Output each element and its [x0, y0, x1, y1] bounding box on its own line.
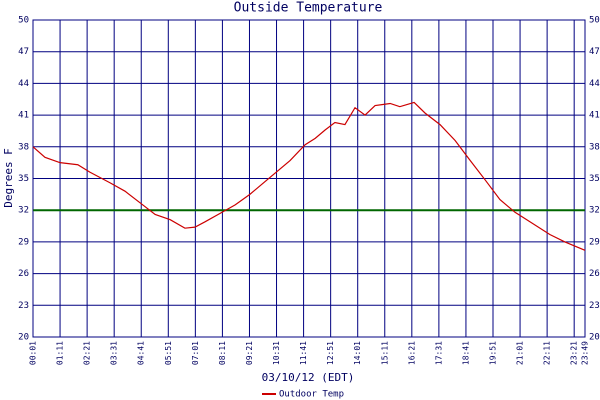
x-tick-label: 04:41	[137, 341, 146, 365]
y-tick-label-right: 32	[589, 206, 600, 216]
x-tick-label: 00:01	[29, 341, 38, 365]
y-tick-label-right: 38	[589, 142, 600, 152]
y-tick-label: 47	[18, 47, 29, 57]
x-tick-label: 05:51	[164, 341, 173, 365]
x-tick-label: 22:11	[543, 341, 552, 365]
y-tick-label: 38	[18, 142, 29, 152]
x-tick-label: 15:11	[380, 341, 389, 365]
x-tick-label: 19:51	[489, 341, 498, 365]
x-tick-label: 03:31	[110, 341, 119, 365]
y-tick-label: 44	[18, 79, 29, 89]
x-tick-label: 23:49	[581, 341, 590, 365]
x-tick-label: 21:01	[516, 341, 525, 365]
y-tick-label: 50	[18, 16, 29, 26]
x-tick-label: 23:21	[570, 341, 579, 365]
y-tick-label-right: 20	[589, 333, 600, 343]
y-tick-label: 20	[18, 333, 29, 343]
y-tick-label: 29	[18, 237, 29, 247]
y-tick-label-right: 44	[589, 79, 600, 89]
temp-line	[32, 101, 586, 251]
x-tick-label: 11:41	[299, 341, 308, 365]
y-tick-label: 41	[18, 111, 29, 121]
y-tick-label: 32	[18, 206, 29, 216]
x-tick-label: 07:01	[191, 341, 200, 365]
x-tick-label: 10:31	[272, 341, 281, 365]
x-axis-label: 03/10/12 (EDT)	[262, 371, 355, 384]
x-tick-label: 02:21	[83, 341, 92, 365]
y-tick-label-right: 26	[589, 269, 600, 279]
y-tick-label-right: 35	[589, 174, 600, 184]
x-tick-label: 12:51	[326, 341, 335, 365]
x-tick-label: 14:01	[353, 341, 362, 365]
y-axis-label: Degrees F	[2, 148, 15, 208]
x-tick-label: 01:11	[56, 341, 65, 365]
y-tick-label: 26	[18, 269, 29, 279]
x-tick-label: 17:31	[434, 341, 443, 365]
x-tick-label: 16:21	[407, 341, 416, 365]
y-tick-label-right: 29	[589, 237, 600, 247]
x-tick-label: 09:21	[245, 341, 254, 365]
y-tick-label-right: 23	[589, 301, 600, 311]
x-tick-label: 18:41	[461, 341, 470, 365]
y-tick-label: 35	[18, 174, 29, 184]
y-tick-label-right: 41	[589, 111, 600, 121]
y-tick-label: 23	[18, 301, 29, 311]
x-tick-label: 08:11	[218, 341, 227, 365]
legend-label: Outdoor Temp	[279, 390, 344, 400]
y-tick-label-right: 47	[589, 47, 600, 57]
y-tick-label-right: 50	[589, 16, 600, 26]
chart-title: Outside Temperature	[234, 1, 383, 16]
